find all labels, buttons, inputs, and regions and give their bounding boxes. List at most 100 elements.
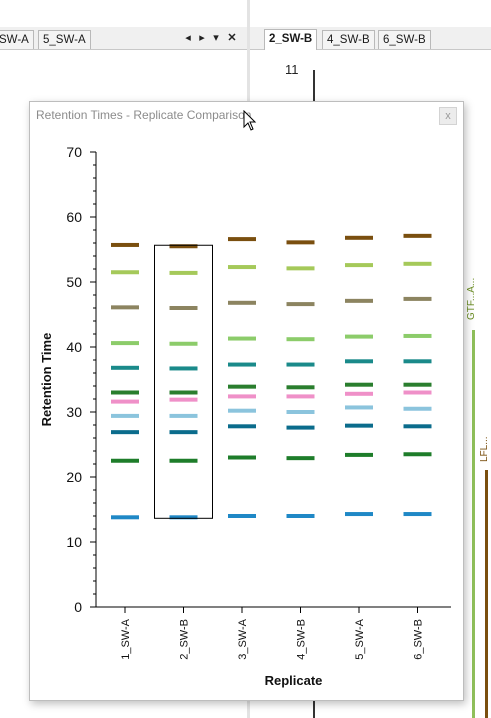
- tab-4-sw-b[interactable]: 4_SW-B: [322, 30, 375, 49]
- mouse-cursor-icon: [243, 110, 257, 131]
- retention-time-chart: 0 10 20 30 40 50 60 70 Retention Time 1_SW-A 2_SW-…: [39, 144, 451, 688]
- close-icon[interactable]: ✕: [227, 32, 237, 44]
- tab-2-sw-b[interactable]: 2_SW-B: [264, 29, 318, 50]
- right-tab-strip: 2_SW-B 4_SW-B 6_SW-B: [250, 27, 491, 50]
- retention-time-mark: [403, 233, 432, 238]
- retention-time-mark: [286, 394, 315, 399]
- retention-time-mark: [169, 458, 198, 463]
- x-tick-label: 2_SW-B: [179, 619, 191, 660]
- dropdown-icon[interactable]: ▾: [213, 32, 219, 44]
- x-axis-label: Replicate: [265, 673, 323, 688]
- retention-time-mark: [345, 391, 373, 396]
- retention-time-mark: [228, 336, 256, 341]
- retention-time-mark: [403, 261, 432, 266]
- retention-time-mark: [228, 384, 256, 389]
- retention-time-mark: [286, 410, 315, 414]
- retention-time-mark: [345, 263, 373, 268]
- x-tick-label: 3_SW-A: [237, 618, 249, 659]
- retention-time-mark: [286, 456, 315, 461]
- retention-time-mark: [286, 425, 315, 430]
- background-peak-label: GTF...A...: [466, 277, 477, 320]
- y-tick-label: 0: [74, 599, 82, 615]
- retention-time-mark: [111, 458, 139, 463]
- tab-5-sw-a[interactable]: 5_SW-A: [38, 30, 91, 49]
- retention-time-mark: [286, 362, 315, 367]
- retention-time-mark: [286, 240, 315, 245]
- retention-time-mark: [286, 385, 315, 390]
- retention-time-mark: [111, 515, 139, 520]
- x-tick-label: 5_SW-A: [354, 618, 366, 659]
- retention-time-mark: [111, 399, 139, 404]
- retention-time-mark: [345, 512, 373, 517]
- retention-time-mark: [403, 512, 432, 517]
- y-tick-label: 60: [66, 209, 82, 225]
- retention-time-mark: [286, 514, 315, 518]
- retention-time-mark: [345, 382, 373, 387]
- retention-time-mark: [228, 424, 256, 429]
- background-axis-label: 11: [285, 62, 299, 77]
- retention-time-mark: [345, 298, 373, 303]
- retention-time-mark: [228, 514, 256, 518]
- selection-box: [154, 244, 213, 519]
- retention-time-mark: [403, 296, 432, 301]
- window-close-button[interactable]: x: [439, 107, 457, 125]
- chevron-right-icon[interactable]: ▸: [199, 32, 205, 44]
- retention-time-mark: [111, 341, 139, 346]
- x-tick-label: 4_SW-B: [296, 619, 308, 660]
- retention-time-mark: [345, 452, 373, 457]
- retention-time-mark: [169, 244, 198, 249]
- retention-time-mark: [228, 455, 256, 460]
- retention-time-mark: [169, 341, 198, 346]
- y-tick-label: 30: [66, 404, 82, 420]
- retention-time-mark: [286, 266, 315, 271]
- y-axis-label: Retention Time: [39, 333, 54, 427]
- y-tick-label: 20: [66, 469, 82, 485]
- retention-time-mark: [169, 390, 198, 395]
- chevron-left-icon[interactable]: ◂: [185, 32, 191, 44]
- retention-time-mark: [169, 306, 198, 310]
- retention-time-mark: [169, 413, 198, 418]
- y-tick-label: 70: [66, 144, 82, 160]
- y-tick-label: 40: [66, 339, 82, 355]
- retention-time-mark: [345, 405, 373, 410]
- retention-time-mark: [403, 390, 432, 395]
- tab-sw-a[interactable]: SW-A: [0, 30, 34, 49]
- retention-time-mark: [111, 365, 139, 370]
- retention-time-mark: [286, 337, 315, 342]
- retention-time-mark: [111, 270, 139, 275]
- retention-time-mark: [228, 394, 256, 399]
- left-tab-strip: SW-A 5_SW-A ◂ ▸ ▾ ✕: [0, 27, 247, 50]
- retention-time-mark: [286, 302, 315, 307]
- retention-time-mark: [228, 265, 256, 270]
- retention-time-mark: [345, 334, 373, 339]
- retention-time-mark: [228, 300, 256, 305]
- y-tick-label: 50: [66, 274, 82, 290]
- retention-time-mark: [228, 362, 256, 367]
- retention-time-mark: [169, 430, 198, 435]
- retention-time-mark: [403, 424, 432, 429]
- x-tick-label: 6_SW-B: [413, 619, 425, 660]
- retention-time-mark: [169, 515, 198, 520]
- retention-time-mark: [345, 235, 373, 240]
- window-title[interactable]: Retention Times - Replicate Comparison: [36, 108, 252, 122]
- retention-time-mark: [403, 333, 432, 338]
- retention-time-mark: [111, 242, 139, 247]
- retention-time-mark: [228, 237, 256, 242]
- tab-6-sw-b[interactable]: 6_SW-B: [378, 30, 431, 49]
- retention-time-mark: [403, 452, 432, 457]
- retention-time-mark: [403, 382, 432, 387]
- background-series-line: [485, 470, 488, 718]
- retention-time-mark: [169, 397, 198, 402]
- retention-time-mark: [111, 305, 139, 310]
- retention-time-mark: [169, 366, 198, 371]
- retention-time-mark: [111, 413, 139, 418]
- retention-time-mark: [169, 270, 198, 275]
- retention-times-window[interactable]: Retention Times - Replicate Comparison x…: [29, 101, 464, 701]
- retention-time-mark: [111, 390, 139, 395]
- retention-time-mark: [228, 408, 256, 413]
- background-series-line: [472, 330, 475, 718]
- y-tick-label: 10: [66, 534, 82, 550]
- retention-time-mark: [111, 430, 139, 435]
- x-tick-label: 1_SW-A: [120, 618, 132, 659]
- retention-time-mark: [403, 406, 432, 411]
